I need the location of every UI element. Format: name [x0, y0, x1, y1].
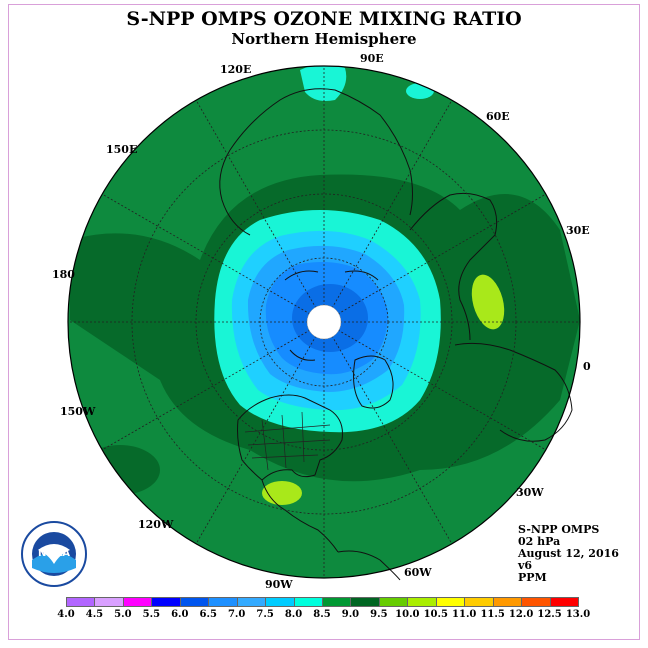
- lon-label-30w: 30W: [516, 486, 544, 499]
- lon-label-150e: 150E: [106, 143, 138, 156]
- meridian-60w: [323, 321, 453, 545]
- lon-label-60w: 60W: [404, 566, 432, 579]
- colorbar-tick-label: 8.0: [284, 609, 303, 620]
- colorbar-tick-label: 7.5: [256, 609, 274, 620]
- meridian-60e: [323, 99, 453, 323]
- colorbar-swatch: [492, 597, 523, 607]
- colorbar-tick-label: 9.0: [341, 609, 360, 620]
- lon-label-0: 0: [583, 360, 591, 373]
- info-units: PPM: [518, 571, 547, 584]
- colorbar-swatch: [350, 597, 380, 607]
- meridian-120e: [195, 99, 325, 323]
- field-cyan-blob: [406, 83, 434, 99]
- lon-label-120w: 120W: [138, 518, 174, 531]
- colorbar-tick-label: 12.0: [508, 609, 534, 620]
- colorbar-swatch: [179, 597, 210, 607]
- coast-arctic-islands: [284, 270, 379, 361]
- colorbar-swatch: [265, 597, 295, 607]
- map-subtitle: Northern Hemisphere: [231, 30, 417, 48]
- colorbar-swatch: [122, 597, 153, 607]
- colorbar-swatch: [293, 597, 323, 607]
- colorbar-tick-label: 5.5: [142, 609, 161, 620]
- state-line: [261, 419, 269, 471]
- coast-north-america: [237, 394, 343, 481]
- colorbar-tick-label: 12.5: [537, 609, 562, 620]
- meridian-30w: [323, 321, 547, 451]
- colorbar-tick-label: 9.5: [370, 609, 388, 620]
- colorbar-swatch: [549, 597, 579, 607]
- colorbar-swatch: [322, 597, 352, 607]
- colorbar: [66, 597, 579, 607]
- colorbar-tick-label: 8.5: [313, 609, 331, 620]
- state-line: [244, 424, 331, 433]
- colorbar-tick-label: 13.0: [565, 609, 591, 620]
- lon-label-180: 180: [52, 268, 75, 281]
- lon-label-150w: 150W: [60, 405, 96, 418]
- colorbar-swatch: [236, 597, 267, 607]
- coast-africa: [454, 342, 573, 442]
- info-date: August 12, 2016: [518, 547, 619, 560]
- colorbar-swatch: [521, 597, 551, 607]
- colorbar-tick-label: 5.0: [114, 609, 132, 620]
- lon-label-90e: 90E: [360, 52, 384, 65]
- meridian-150w: [101, 321, 325, 451]
- coast-central-america: [261, 479, 339, 553]
- field-yellow-green-east: [471, 274, 505, 330]
- colorbar-swatch: [66, 597, 96, 607]
- colorbar-tick-label: 10.5: [423, 609, 448, 620]
- colorbar-tick-label: 4.5: [85, 609, 104, 620]
- field-dark-green-patch: [80, 445, 160, 495]
- graticule: [68, 66, 580, 578]
- state-line: [247, 439, 331, 446]
- coast-south-america: [337, 550, 401, 581]
- colorbar-swatch: [435, 597, 466, 607]
- colorbar-tick-label: 11.5: [480, 609, 505, 620]
- colorbar-swatch: [94, 597, 124, 607]
- info-instrument: S-NPP OMPS: [518, 523, 600, 536]
- coast-europe: [409, 192, 498, 341]
- state-line: [281, 414, 287, 469]
- polar-cap-missing-data: [306, 304, 342, 340]
- info-version: v6: [518, 559, 533, 572]
- meridian-120w: [195, 321, 325, 545]
- us-state-grid: [244, 411, 331, 471]
- lon-label-60e: 60E: [486, 110, 510, 123]
- coast-greenland: [353, 355, 394, 409]
- colorbar-swatch: [151, 597, 181, 607]
- logo-text: NOAA: [38, 548, 70, 559]
- colorbar-tick-label: 4.0: [57, 609, 75, 620]
- colorbar-swatch: [208, 597, 238, 607]
- lon-label-30e: 30E: [566, 224, 590, 237]
- colorbar-tick-label: 10.0: [395, 609, 420, 620]
- map-title: S-NPP OMPS OZONE MIXING RATIO: [126, 8, 522, 30]
- colorbar-tick-label: 11.0: [452, 609, 477, 620]
- lon-label-90w: 90W: [265, 578, 293, 591]
- coast-east-asia: [219, 149, 251, 236]
- colorbar-tick-label: 6.0: [171, 609, 189, 620]
- coast-asia: [229, 88, 413, 216]
- info-level: 02 hPa: [518, 535, 561, 548]
- noaa-logo-icon: NOAA: [20, 520, 88, 588]
- state-line: [301, 411, 305, 463]
- meridian-30e: [323, 193, 547, 323]
- colorbar-swatch: [464, 597, 494, 607]
- colorbar-tick-label: 7.0: [227, 609, 246, 620]
- colorbar-swatch: [407, 597, 437, 607]
- colorbar-tick-label: 6.5: [199, 609, 217, 620]
- field-cyan-top: [300, 66, 347, 101]
- info-block: S-NPP OMPS 02 hPa August 12, 2016 v6 PPM: [518, 524, 619, 584]
- lon-label-120e: 120E: [220, 63, 252, 76]
- colorbar-swatch: [378, 597, 409, 607]
- meridian-150e: [101, 193, 325, 323]
- coastlines: [219, 88, 573, 581]
- figure-frame: [8, 4, 640, 640]
- map-border: [67, 65, 581, 579]
